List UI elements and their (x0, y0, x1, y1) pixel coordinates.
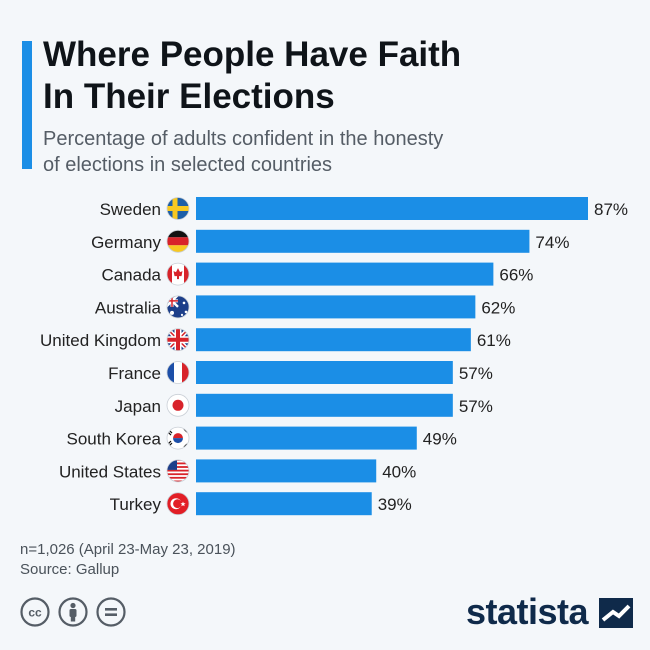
attribution-icon[interactable] (58, 597, 88, 627)
bar-south-korea (196, 426, 417, 450)
south-korea-flag-icon (166, 426, 190, 450)
svg-text:cc: cc (28, 606, 42, 620)
category-label-united-states: United States (59, 462, 161, 481)
category-label-south-korea: South Korea (66, 430, 161, 449)
category-label-australia: Australia (95, 298, 162, 317)
creative-commons-icon[interactable]: cc (20, 597, 50, 627)
value-label-sweden: 87% (594, 200, 628, 219)
category-label-japan: Japan (115, 397, 161, 416)
chart-title-line-2: In Their Elections (43, 77, 335, 116)
value-label-united-kingdom: 61% (477, 331, 511, 350)
chart-subtitle: Percentage of adults confident in the ho… (43, 126, 563, 178)
category-label-sweden: Sweden (100, 200, 161, 219)
bar-united-kingdom (196, 328, 471, 352)
chart-title-line-1: Where People Have Faith (43, 35, 462, 74)
no-derivatives-icon[interactable] (96, 597, 126, 627)
value-label-japan: 57% (459, 397, 493, 416)
footnote: n=1,026 (April 23-May 23, 2019) Source: … (20, 540, 236, 580)
value-label-australia: 62% (481, 298, 515, 317)
chart-title: Where People Have Faith In Their Electio… (43, 34, 643, 118)
title-accent-bar (22, 41, 32, 169)
canada-flag-icon (166, 262, 190, 286)
australia-flag-icon (166, 295, 190, 319)
chart-subtitle-line-1: Percentage of adults confident in the ho… (43, 128, 444, 150)
category-label-canada: Canada (101, 266, 161, 285)
value-label-canada: 66% (499, 266, 533, 285)
value-label-south-korea: 49% (423, 430, 457, 449)
value-label-france: 57% (459, 364, 493, 383)
brand-name: statista (466, 591, 589, 632)
sample-note: n=1,026 (April 23-May 23, 2019) (20, 541, 236, 558)
statista-mark-icon (599, 598, 633, 628)
united-kingdom-flag-icon (166, 328, 190, 352)
category-label-united-kingdom: United Kingdom (40, 331, 161, 350)
bar-germany (196, 229, 530, 253)
bar-sweden (196, 197, 588, 220)
japan-flag-icon (166, 393, 190, 417)
bar-australia (196, 295, 476, 319)
turkey-flag-icon (166, 492, 190, 516)
bar-canada (196, 262, 494, 286)
bar-france (196, 361, 453, 384)
chart-subtitle-line-2: of elections in selected countries (43, 154, 333, 176)
bar-turkey (196, 492, 372, 516)
sweden-flag-icon (166, 197, 190, 220)
category-label-germany: Germany (91, 233, 161, 252)
source-note: Source: Gallup (20, 561, 120, 578)
united-states-flag-icon (166, 459, 190, 483)
category-label-france: France (108, 364, 161, 383)
france-flag-icon (166, 361, 190, 384)
bar-japan (196, 393, 453, 417)
value-label-united-states: 40% (382, 462, 416, 481)
germany-flag-icon (166, 229, 190, 253)
bar-united-states (196, 459, 377, 483)
value-label-germany: 74% (535, 233, 569, 252)
category-label-turkey: Turkey (110, 495, 162, 514)
value-label-turkey: 39% (378, 495, 412, 514)
